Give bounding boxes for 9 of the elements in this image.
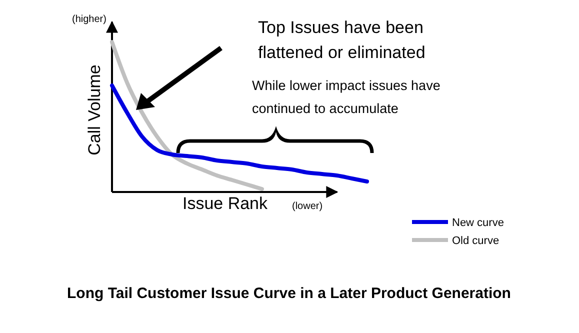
annotation: While lower impact issues have continued to accumulate xyxy=(252,78,440,116)
legend-label: Old curve xyxy=(452,235,500,247)
x-axis-title: Issue Rank xyxy=(182,194,268,213)
text: (higher) xyxy=(72,14,106,25)
y-axis-title: Call Volume xyxy=(85,64,104,156)
text: Long Tail Customer Issue Curve in a Later Product Generation xyxy=(67,285,511,302)
legend-label: New curve xyxy=(452,217,504,229)
annotation: Top Issues have been flattened or eliminated xyxy=(258,18,426,62)
text: (lower) xyxy=(292,201,323,212)
